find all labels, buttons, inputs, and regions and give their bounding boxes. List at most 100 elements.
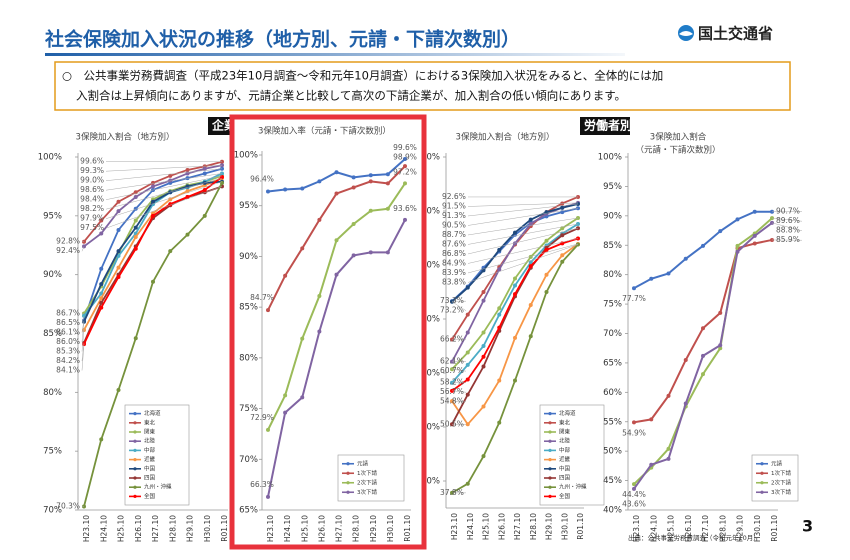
x-tick-label: H27.10 (701, 515, 710, 542)
series-marker (116, 387, 121, 392)
data-label: 73.3% (440, 296, 464, 305)
legend-marker (346, 462, 350, 466)
series-marker (202, 171, 207, 176)
x-tick-label: H25.10 (117, 515, 126, 542)
series-marker (701, 372, 705, 377)
series-marker (185, 189, 190, 194)
y-tick-label: 70% (43, 506, 62, 516)
series-marker (185, 167, 190, 172)
label-leader (771, 222, 803, 231)
series-marker (99, 437, 104, 442)
data-label: 92.6% (442, 192, 466, 201)
label-leader (467, 202, 579, 207)
series-marker (266, 427, 270, 432)
series-marker (666, 393, 671, 398)
data-label: 37.8% (440, 488, 464, 497)
series-marker (683, 357, 688, 362)
legend-marker (346, 481, 350, 485)
series-marker (481, 404, 486, 409)
label-leader (451, 390, 467, 393)
chart-title: 3保険加入割合（地方別） (76, 132, 175, 143)
label-leader (105, 164, 223, 172)
series-marker (99, 296, 104, 301)
label-leader (467, 228, 579, 255)
series-marker (116, 227, 121, 232)
x-tick-label: H24.10 (649, 515, 658, 542)
legend-marker (548, 485, 552, 489)
series-marker (513, 283, 517, 288)
y-tick-label: 80% (421, 261, 440, 271)
series-marker (300, 336, 305, 341)
label-leader (105, 175, 223, 200)
series-marker (513, 378, 517, 383)
series-marker (334, 238, 339, 243)
x-tick-label: H29.10 (369, 515, 378, 542)
series-marker (465, 392, 470, 397)
y-tick-label: 90% (239, 252, 258, 262)
data-label: 66.2% (440, 335, 464, 344)
data-label: 77.7% (622, 294, 646, 303)
legend-label: 東北 (559, 418, 571, 426)
data-label: 84.9% (442, 258, 466, 267)
y-tick-label: 75% (43, 447, 62, 457)
series-marker (133, 336, 138, 341)
series-marker (202, 166, 207, 171)
series-marker (317, 329, 322, 334)
x-tick-label: H25.10 (300, 515, 309, 542)
y-tick-label: 65% (603, 358, 622, 368)
legend-label: 元請 (357, 459, 369, 467)
legend-label: 全国 (559, 492, 571, 500)
series-marker (528, 334, 533, 339)
series-marker (735, 217, 740, 222)
series-marker (351, 175, 356, 180)
y-tick-label: 40% (603, 506, 622, 516)
legend-marker (133, 467, 137, 471)
x-tick-label: H28.10 (168, 515, 177, 542)
y-tick-label: 90% (603, 211, 622, 221)
series-marker (649, 276, 654, 281)
y-tick-label: 75% (239, 404, 258, 414)
data-label: 89.6% (776, 216, 800, 225)
legend-marker (133, 494, 137, 498)
series-marker (334, 272, 339, 277)
legend-marker (760, 462, 764, 466)
data-label: 54.8% (440, 397, 464, 406)
series-marker (385, 206, 390, 211)
data-label: 86.7% (56, 308, 80, 317)
legend-marker (760, 471, 764, 475)
chart: 3保険加入率（元請・下請次数別） 65% 70% 75% 80% 85% 90% 95% 100… (229, 114, 427, 550)
x-tick-label: H23.10 (632, 515, 641, 542)
series-marker (368, 208, 373, 213)
series-marker (168, 202, 173, 207)
legend-marker (760, 490, 764, 494)
data-label: 58.2% (440, 378, 464, 387)
legend-marker (548, 430, 552, 434)
series-line (633, 238, 773, 424)
legend-marker (346, 471, 350, 475)
label-leader (81, 320, 85, 333)
label-leader (467, 223, 579, 245)
series-marker (403, 157, 407, 162)
y-tick-label: 90% (43, 270, 62, 280)
data-label: 50.5% (440, 419, 464, 428)
legend-marker (548, 494, 552, 498)
legend-label: 中部 (559, 446, 571, 454)
y-tick-label: 100% (416, 153, 440, 163)
logo-wave (679, 31, 693, 36)
series-line (451, 237, 579, 392)
data-label: 86.1% (56, 327, 80, 336)
label-leader (105, 173, 223, 191)
series-marker (497, 378, 502, 383)
chart-subtitle: （元請・下請次数別） (635, 145, 720, 156)
data-label: 86.0% (56, 337, 80, 346)
data-label: 90.5% (442, 220, 466, 229)
legend-label: 元請 (771, 459, 783, 467)
legend-label: 3次下請 (771, 488, 791, 496)
data-label: 99.0% (80, 176, 104, 185)
series-marker (99, 300, 104, 305)
label-leader (467, 208, 579, 226)
series-marker (133, 195, 138, 200)
series-marker (385, 172, 390, 177)
series-marker (497, 247, 502, 252)
series-marker (649, 417, 654, 422)
